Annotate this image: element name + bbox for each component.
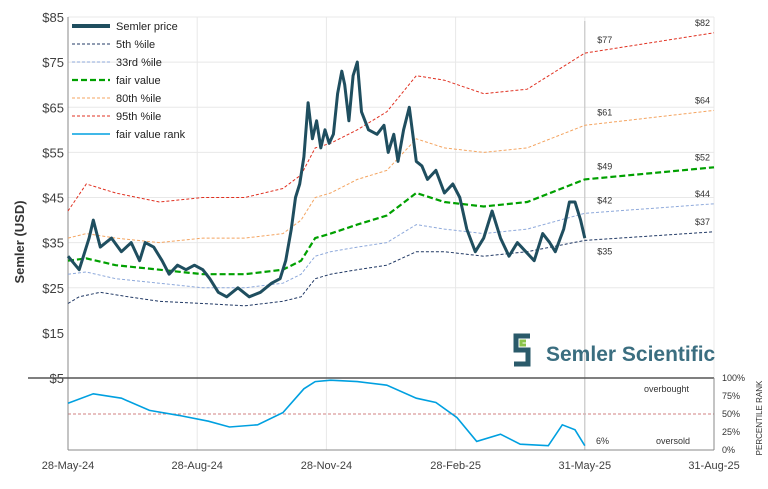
legend: Semler price 5th %ile 33rd %ile fair value 8… [72,21,186,141]
y-tick-label: $25 [42,281,64,296]
end-label-p5: $35 [597,246,612,256]
x-tick-label: 28-Feb-25 [430,460,481,472]
end-label-fair: $52 [695,152,710,162]
rank-tick-label: 25% [722,427,740,437]
x-tick-label: 31-Aug-25 [688,460,739,472]
gridlines [67,16,715,450]
x-tick-label: 28-May-24 [42,460,95,472]
y-tick-label: $55 [42,145,64,160]
legend-label-p80: 80th %ile [116,93,161,105]
y-tick-label: $15 [42,326,64,341]
logo-text: Semler Scientific [546,343,716,366]
rank-tick-label: 50% [722,409,740,419]
legend-label-p5: 5th %ile [116,39,155,51]
rank-tick-label: 100% [722,373,745,383]
y-tick-label: $65 [42,100,64,115]
legend-label-p33: 33rd %ile [116,57,162,69]
logo-s-icon [513,333,531,367]
rank-series [67,379,586,447]
series-line-rank [67,379,586,447]
end-label-p33: $42 [597,195,612,205]
y-tick-label: $85 [42,10,64,25]
series-line-p95 [67,32,715,212]
overbought-label: overbought [644,384,690,394]
legend-label-rank: fair value rank [116,129,186,141]
end-label-p80: $64 [695,95,710,105]
end-labels: $82 $77 $64 $61 $52 $49 $44 $42 $37 $35 [597,18,710,257]
rank-axis-label: PERCENTILE RANK [755,380,764,455]
rank-current-label: 6% [596,436,609,446]
x-tick-label: 28-Nov-24 [301,460,352,472]
price-series [66,60,587,299]
oversold-label: oversold [656,436,690,446]
end-label-p5: $37 [695,217,710,227]
legend-label-fair: fair value [116,75,161,87]
x-tick-label: 28-Aug-24 [172,460,223,472]
series-line-fair [67,166,715,276]
end-label-p33: $44 [695,189,710,199]
series-line-price [66,60,587,299]
rank-tick-label: 0% [722,445,735,455]
valuation-bands [67,32,715,307]
end-label-fair: $49 [597,161,612,171]
end-label-p80: $61 [597,107,612,117]
end-label-p95: $82 [695,18,710,28]
logo-s-accent [519,339,526,347]
legend-label-p95: 95th %ile [116,111,161,123]
y-tick-label: $35 [42,236,64,251]
series-line-p33 [67,203,715,289]
series-line-p80 [67,109,715,244]
y-axis-label: Semler (USD) [12,200,27,283]
y-tick-label: $75 [42,55,64,70]
rank-tick-label: 75% [722,391,740,401]
y-tick-label: $45 [42,191,64,206]
x-tick-label: 31-May-25 [559,460,612,472]
end-label-p95: $77 [597,35,612,45]
legend-label-price: Semler price [116,21,178,33]
company-logo: Semler Scientific [511,332,716,372]
